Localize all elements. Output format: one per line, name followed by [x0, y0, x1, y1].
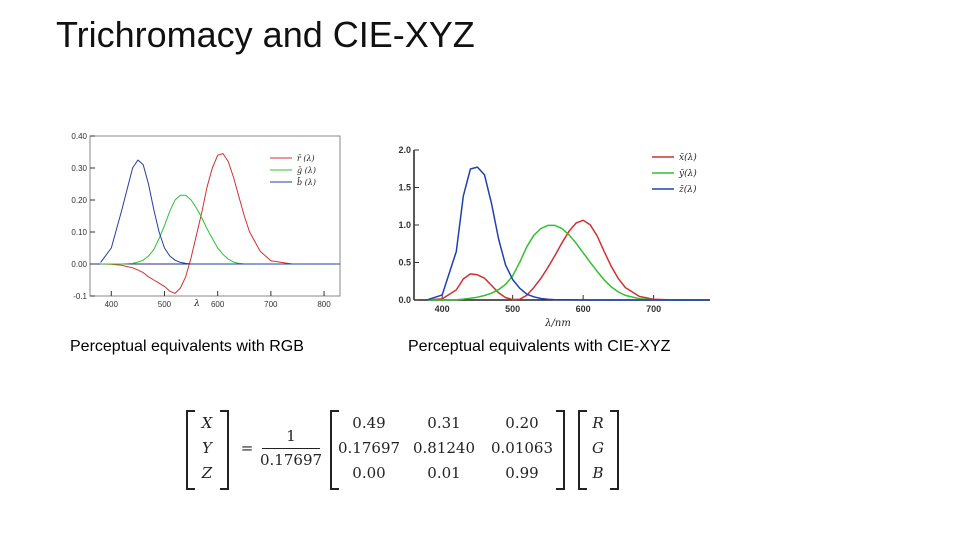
y-tick-label: -0.1	[73, 292, 87, 301]
legend-label: x̄(λ)	[679, 152, 697, 163]
x-axis-label: λ	[193, 299, 200, 308]
rgb-color-matching-chart: -0.1 0.00 0.10 0.20 0.30 0.40 400 500 600 700 800 λ…	[71, 132, 341, 308]
rgb-to-xyz-equation: X Y Z = 1 0.17697 0.49 0.31 0.20 0.17697…	[180, 408, 620, 490]
y-tick-label: 0.0	[398, 295, 411, 305]
series-line	[100, 153, 340, 294]
series-line	[428, 224, 710, 301]
series-line	[428, 219, 711, 301]
series-line	[100, 194, 340, 265]
legend-label: z̄(λ)	[678, 184, 697, 195]
lhs-y: Y	[202, 439, 212, 457]
matrix-cell: 0.17697	[338, 439, 401, 457]
x-tick-label: 600	[211, 300, 225, 308]
series-line	[427, 166, 710, 301]
matrix-right-bracket	[556, 410, 565, 490]
legend-label: ȳ(λ)	[678, 168, 697, 179]
lhs-left-bracket	[186, 410, 195, 490]
x-tick-label: 400	[435, 304, 450, 314]
matrix-cell: 0.20	[505, 414, 539, 432]
fraction-bar	[262, 448, 320, 449]
rhs-b: B	[592, 464, 604, 482]
lhs-right-bracket	[220, 410, 229, 490]
y-tick-label: 0.00	[71, 260, 87, 269]
equals-sign: =	[240, 439, 254, 457]
y-tick-label: 1.5	[398, 183, 411, 193]
series-line	[100, 159, 340, 265]
matrix-cell: 0.49	[352, 414, 386, 432]
y-tick-label: 0.5	[398, 258, 411, 268]
matrix-cell: 0.99	[505, 464, 539, 482]
y-tick-label: 0.30	[71, 164, 87, 173]
legend-label: ḡ (λ)	[297, 166, 316, 175]
fraction-numerator: 1	[286, 427, 296, 445]
x-tick-label: 500	[505, 304, 520, 314]
x-axis-label: λ/nm	[544, 318, 571, 329]
x-tick-label: 700	[264, 300, 278, 308]
y-tick-label: 0.20	[71, 196, 87, 205]
matrix-left-bracket	[330, 410, 339, 490]
rhs-left-bracket	[578, 410, 587, 490]
matrix-cell: 0.00	[352, 464, 386, 482]
slide-title: Trichromacy and CIE-XYZ	[56, 14, 475, 55]
plot-frame	[89, 135, 341, 297]
fraction-denominator: 0.17697	[260, 451, 323, 469]
legend-label: b̄ (λ)	[297, 177, 316, 187]
matrix-cell: 0.01063	[490, 439, 554, 457]
y-tick-label: 0.10	[71, 228, 87, 237]
x-tick-label: 500	[158, 300, 172, 308]
xyz-color-matching-chart: 0.0 0.5 1.0 1.5 2.0 400 500 600 700 λ/nm x̄(λ) ȳ(λ)…	[398, 145, 711, 329]
legend-label: r̄ (λ)	[297, 154, 315, 163]
rhs-g: G	[592, 439, 604, 457]
y-tick-label: 0.40	[71, 132, 87, 141]
xyz-caption: Perceptual equivalents with CIE-XYZ	[408, 338, 671, 355]
x-tick-label: 700	[646, 304, 661, 314]
x-tick-label: 400	[105, 300, 119, 308]
matrix-cell: 0.01	[427, 464, 461, 482]
lhs-x: X	[201, 414, 213, 432]
y-tick-label: 2.0	[398, 145, 411, 155]
matrix-cell: 0.31	[427, 414, 461, 432]
rgb-caption: Perceptual equivalents with RGB	[70, 338, 304, 355]
rhs-r: R	[592, 414, 604, 432]
y-tick-label: 1.0	[398, 220, 411, 230]
x-tick-label: 800	[317, 300, 331, 308]
matrix-cell: 0.81240	[412, 439, 476, 457]
rhs-right-bracket	[610, 410, 619, 490]
x-tick-label: 600	[576, 304, 591, 314]
lhs-z: Z	[201, 464, 213, 482]
